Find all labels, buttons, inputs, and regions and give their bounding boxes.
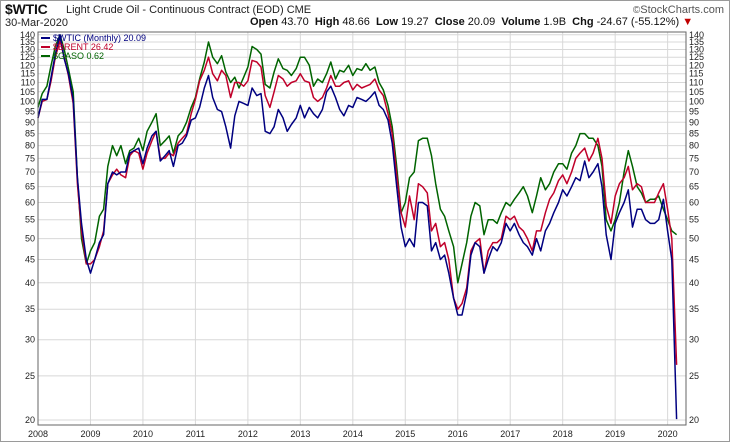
y-tick-label-right: 65 — [689, 182, 699, 192]
series-line-wtic — [37, 34, 678, 420]
x-tick-label: 2016 — [448, 429, 468, 439]
y-tick-label-left: 95 — [25, 107, 35, 117]
y-tick-label-left: 90 — [25, 117, 35, 127]
y-tick-label-left: 25 — [25, 371, 35, 381]
low-label: Low — [376, 16, 399, 28]
series-line-gaso — [37, 34, 678, 284]
y-tick-label-left: 125 — [20, 52, 35, 62]
close-value: 20.09 — [467, 16, 496, 28]
y-tick-label-left: 115 — [21, 69, 35, 79]
y-tick-label-right: 100 — [689, 96, 704, 106]
change-value: -24.67 (-55.12%) — [596, 16, 680, 28]
x-tick-label: 2018 — [553, 429, 573, 439]
y-tick-label-left: 130 — [20, 44, 35, 54]
y-tick-label-right: 85 — [689, 129, 699, 139]
x-tick-label: 2008 — [28, 429, 48, 439]
high-value: 48.66 — [342, 16, 370, 28]
y-tick-label-right: 70 — [689, 167, 699, 177]
y-tick-label-left: 30 — [25, 335, 35, 345]
y-tick-label-right: 110 — [689, 78, 703, 88]
y-tick-label-right: 20 — [689, 415, 699, 425]
x-tick-label: 2009 — [80, 429, 100, 439]
x-tick-label: 2014 — [343, 429, 363, 439]
y-tick-label-left: 35 — [25, 304, 35, 314]
series-lines — [37, 34, 678, 420]
y-tick-label-left: 85 — [25, 129, 35, 139]
y-tick-label-left: 100 — [20, 96, 35, 106]
y-tick-label-left: 20 — [25, 415, 35, 425]
y-tick-label-left: 105 — [20, 87, 35, 97]
x-tick-label: 2012 — [238, 429, 258, 439]
y-tick-label-right: 95 — [689, 107, 699, 117]
y-tick-label-left: 135 — [20, 37, 35, 47]
change-label: Chg — [572, 16, 594, 28]
y-tick-label-right: 30 — [689, 335, 699, 345]
ohlc-stats: Open 43.70 High 48.66 Low 19.27 Close 20… — [250, 16, 693, 28]
y-tick-label-left: 45 — [25, 254, 35, 264]
y-tick-label-left: 140 — [20, 30, 35, 40]
symbol-title: $WTIC — [5, 1, 48, 17]
x-tick-label: 2020 — [658, 429, 678, 439]
y-tick-label-right: 135 — [689, 37, 704, 47]
y-tick-label-left: 50 — [25, 234, 35, 244]
legend-label-wtic: $WTIC (Monthly) 20.09 — [53, 33, 146, 43]
y-tick-label-right: 40 — [689, 278, 699, 288]
watermark-text: StockCharts.com — [640, 4, 724, 16]
low-value: 19.27 — [401, 16, 429, 28]
legend-label-brent: $BRENT 26.42 — [53, 42, 113, 52]
y-tick-label-right: 105 — [689, 87, 704, 97]
x-tick-label: 2013 — [290, 429, 310, 439]
open-value: 43.70 — [281, 16, 309, 28]
chart-date: 30-Mar-2020 — [5, 17, 68, 29]
y-tick-label-right: 140 — [689, 30, 704, 40]
y-tick-label-left: 80 — [25, 141, 35, 151]
y-tick-label-left: 70 — [25, 167, 35, 177]
watermark: ©StockCharts.com — [633, 4, 724, 16]
x-tick-label: 2015 — [395, 429, 415, 439]
copyright-symbol: © — [632, 5, 641, 16]
y-tick-label-left: 120 — [20, 60, 35, 70]
y-tick-label-left: 60 — [25, 198, 35, 208]
y-tick-label-right: 35 — [689, 304, 699, 314]
x-tick-label: 2017 — [500, 429, 520, 439]
x-tick-label: 2011 — [186, 429, 205, 439]
symbol-description: Light Crude Oil - Continuous Contract (E… — [66, 4, 312, 16]
y-tick-label-right: 90 — [689, 117, 699, 127]
y-tick-label-right: 75 — [689, 153, 699, 163]
open-label: Open — [250, 16, 279, 28]
grid-lines — [37, 32, 686, 425]
plot-border — [37, 31, 687, 426]
y-tick-label-right: 25 — [689, 371, 699, 381]
legend: $WTIC (Monthly) 20.09$BRENT 26.42$GASO 0… — [41, 33, 146, 61]
y-tick-label-right: 60 — [689, 198, 699, 208]
y-tick-label-left: 75 — [25, 153, 35, 163]
y-tick-label-right: 80 — [689, 141, 699, 151]
y-tick-label-right: 120 — [689, 60, 704, 70]
y-tick-label-right: 125 — [689, 52, 704, 62]
close-label: Close — [434, 16, 465, 28]
y-tick-label-right: 45 — [689, 254, 699, 264]
y-tick-label-left: 40 — [25, 278, 35, 288]
series-line-brent — [37, 39, 678, 365]
down-triangle-icon: ▼ — [682, 16, 694, 28]
legend-label-gaso: $GASO 0.62 — [53, 51, 104, 61]
y-tick-label-left: 65 — [25, 182, 35, 192]
high-label: High — [314, 16, 340, 28]
x-tick-label: 2010 — [133, 429, 153, 439]
y-tick-label-right: 115 — [689, 69, 703, 79]
y-tick-label-left: 55 — [25, 215, 35, 225]
y-tick-label-right: 50 — [689, 234, 699, 244]
x-tick-label: 2019 — [605, 429, 625, 439]
y-tick-label-left: 110 — [21, 78, 35, 88]
volume-value: 1.9B — [543, 16, 567, 28]
volume-label: Volume — [501, 16, 541, 28]
y-tick-label-right: 55 — [689, 215, 699, 225]
y-tick-label-right: 130 — [689, 44, 704, 54]
